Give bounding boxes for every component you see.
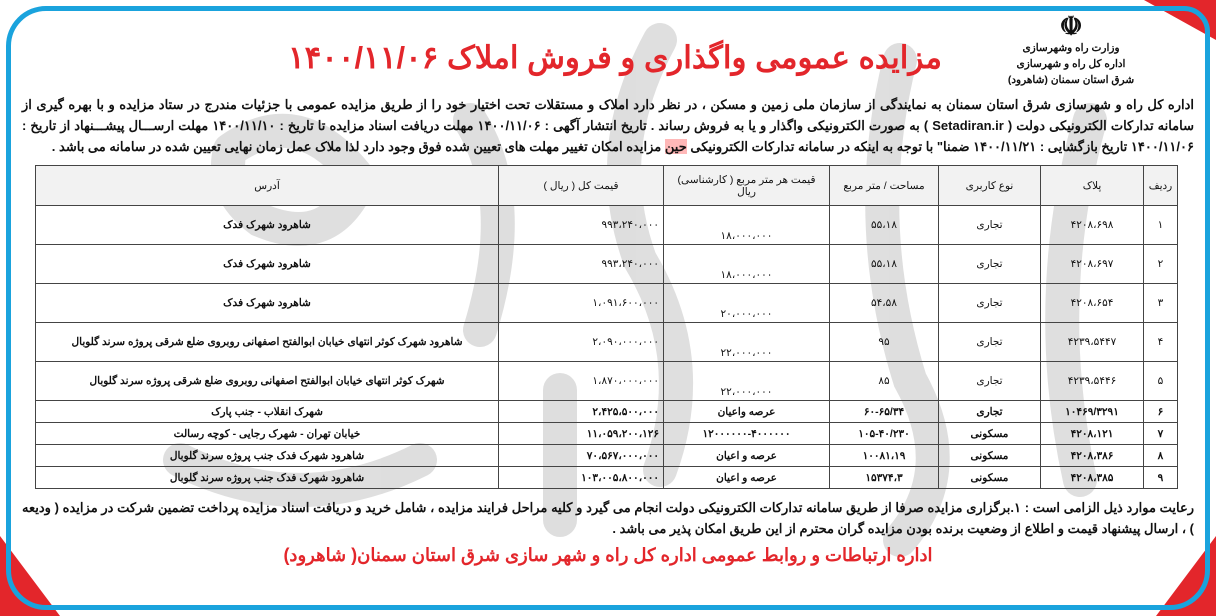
cell-row-number: ۳ — [1143, 283, 1178, 323]
cell-area: ۱۰۵-۴۰/۲۳۰ — [829, 422, 939, 445]
cell-unit-price: ۱۸،۰۰۰،۰۰۰ — [663, 205, 830, 245]
cell-row-number: ۷ — [1143, 422, 1178, 445]
table-row: ۳ ۴۲۰۸،۶۵۴ تجاری ۵۴،۵۸ ۲۰،۰۰۰،۰۰۰ ۱،۰۹۱،۶۰۰،۰… — [35, 283, 1178, 323]
cell-usage: تجاری — [938, 400, 1041, 423]
cell-plate: ۴۲۳۹،۵۴۴۶ — [1040, 361, 1144, 401]
cell-area: ۵۵،۱۸ — [829, 244, 939, 284]
cell-address: شهرک کوثر انتهای خیابان ابوالفتح اصفهانی… — [35, 361, 499, 401]
cell-unit-price: عرصه واعیان — [663, 400, 830, 423]
cell-area: ۵۴،۵۸ — [829, 283, 939, 323]
cell-usage: مسکونی — [938, 422, 1041, 445]
ad-title: مزایده عمومی واگذاری و فروش املاک ۱۴۰۰/۱… — [287, 40, 943, 75]
cell-unit-price: ۲۲،۰۰۰،۰۰۰ — [663, 361, 830, 401]
cell-usage: مسکونی — [938, 466, 1041, 489]
cell-unit-price: ۱۸،۰۰۰،۰۰۰ — [663, 244, 830, 284]
cell-usage: تجاری — [938, 244, 1041, 284]
cell-usage: تجاری — [938, 322, 1041, 362]
cell-plate: ۴۲۰۸،۳۸۶ — [1040, 444, 1144, 467]
cell-total-price: ۱۰۳،۰۰۵،۸۰۰،۰۰۰ — [498, 466, 664, 489]
ad-content: مزایده عمومی واگذاری و فروش املاک ۱۴۰۰/۱… — [22, 40, 1194, 565]
table-row: ۸ ۴۲۰۸،۳۸۶ مسکونی ۱۰۰۸۱،۱۹ عرصه و اعیان ۷۰،۵۶… — [35, 444, 1178, 467]
cell-row-number: ۵ — [1143, 361, 1178, 401]
cell-unit-price: عرصه و اعیان — [663, 444, 830, 467]
cell-total-price: ۱،۸۷۰،۰۰۰،۰۰۰ — [498, 361, 664, 401]
cell-area: ۵۵،۱۸ — [829, 205, 939, 245]
table-row: ۶ ۱۰۴۶۹/۳۲۹۱ تجاری ۶۰-۶۵/۳۴ عرصه واعیان ۲،۴۲۵… — [35, 400, 1178, 423]
cell-unit-price: ۲۲،۰۰۰،۰۰۰ — [663, 322, 830, 362]
cell-plate: ۱۰۴۶۹/۳۲۹۱ — [1040, 400, 1144, 423]
col-header-row-number: ردیف — [1143, 165, 1178, 206]
cell-address: شاهرود شهرک کوثر انتهای خیابان ابوالفتح … — [35, 322, 499, 362]
cell-row-number: ۶ — [1143, 400, 1178, 423]
cell-area: ۸۵ — [829, 361, 939, 401]
cell-area: ۱۰۰۸۱،۱۹ — [829, 444, 939, 467]
cell-total-price: ۲،۴۲۵،۵۰۰،۰۰۰ — [498, 400, 664, 423]
logo-line: وزارت راه وشهرسازی — [1022, 42, 1120, 54]
col-header-plate: پلاک — [1040, 165, 1144, 206]
logo-line: اداره کل راه و شهرسازی — [1016, 58, 1126, 70]
cell-usage: تجاری — [938, 283, 1041, 323]
cell-unit-price: ۱۲۰۰۰۰۰۰-۴۰۰۰۰۰۰ — [663, 422, 830, 445]
cell-usage: مسکونی — [938, 444, 1041, 467]
cell-total-price: ۲،۰۹۰،۰۰۰،۰۰۰ — [498, 322, 664, 362]
cell-plate: ۴۲۰۸،۶۹۸ — [1040, 205, 1144, 245]
col-header-total-price: قیمت کل ( ریال ) — [498, 165, 664, 206]
footer-signature: اداره ارتباطات و روابط عمومی اداره کل را… — [283, 545, 933, 565]
intro-text: اداره کل راه و شهرسازی شرق استان سمنان ب… — [22, 97, 1194, 154]
cell-row-number: ۴ — [1143, 322, 1178, 362]
cell-address: شاهرود شهرک فدک — [35, 205, 499, 245]
table-row: ۲ ۴۲۰۸،۶۹۷ تجاری ۵۵،۱۸ ۱۸،۰۰۰،۰۰۰ ۹۹۳،۲۴۰،۰۰۰… — [35, 244, 1178, 284]
table-row: ۱ ۴۲۰۸،۶۹۸ تجاری ۵۵،۱۸ ۱۸،۰۰۰،۰۰۰ ۹۹۳،۲۴۰،۰۰۰… — [35, 205, 1178, 245]
intro-text: مزایده امکان تغییر مهلت های تعیین شده فو… — [51, 139, 662, 154]
cell-area: ۶۰-۶۵/۳۴ — [829, 400, 939, 423]
cell-row-number: ۹ — [1143, 466, 1178, 489]
cell-row-number: ۲ — [1143, 244, 1178, 284]
ad-frame — [6, 6, 1210, 610]
cell-address: خیابان تهران - شهرک رجایی - کوچه رسالت — [35, 422, 499, 445]
cell-area: ۹۵ — [829, 322, 939, 362]
cell-row-number: ۸ — [1143, 444, 1178, 467]
footer-note: رعایت موارد ذیل الزامی است : ۱.برگزاری م… — [22, 500, 1194, 536]
cell-plate: ۴۲۳۹،۵۴۴۷ — [1040, 322, 1144, 362]
col-header-area: مساحت / متر مربع — [829, 165, 939, 206]
table-row: ۹ ۴۲۰۸،۳۸۵ مسکونی ۱۵۳۷۴،۳ عرصه و اعیان ۱۰۳،۰۰… — [35, 466, 1178, 489]
intro-paragraph: اداره کل راه و شهرسازی شرق استان سمنان ب… — [22, 94, 1194, 157]
cell-total-price: ۹۹۳،۲۴۰،۰۰۰ — [498, 205, 664, 245]
properties-table: ردیف پلاک نوع کاربری مساحت / متر مربع قی… — [35, 165, 1178, 489]
col-header-unit-price: قیمت هر متر مربع ( کارشناسی) ریال — [663, 165, 830, 206]
cell-plate: ۴۲۰۸،۳۸۵ — [1040, 466, 1144, 489]
cell-plate: ۴۲۰۸،۶۹۷ — [1040, 244, 1144, 284]
cell-plate: ۴۲۰۸،۶۵۴ — [1040, 283, 1144, 323]
table-row: ۵ ۴۲۳۹،۵۴۴۶ تجاری ۸۵ ۲۲،۰۰۰،۰۰۰ ۱،۸۷۰،۰۰۰،۰۰۰… — [35, 361, 1178, 401]
table-header-row: ردیف پلاک نوع کاربری مساحت / متر مربع قی… — [35, 165, 1178, 206]
col-header-usage: نوع کاربری — [938, 165, 1041, 206]
cell-unit-price: ۲۰،۰۰۰،۰۰۰ — [663, 283, 830, 323]
col-header-address: آدرس — [35, 165, 499, 206]
table-row: ۷ ۴۲۰۸،۱۲۱ مسکونی ۱۰۵-۴۰/۲۳۰ ۱۲۰۰۰۰۰۰-۴۰۰۰۰۰… — [35, 422, 1178, 445]
table-row: ۴ ۴۲۳۹،۵۴۴۷ تجاری ۹۵ ۲۲،۰۰۰،۰۰۰ ۲،۰۹۰،۰۰۰،۰۰۰… — [35, 322, 1178, 362]
cell-plate: ۴۲۰۸،۱۲۱ — [1040, 422, 1144, 445]
cell-usage: تجاری — [938, 205, 1041, 245]
cell-total-price: ۱،۰۹۱،۶۰۰،۰۰۰ — [498, 283, 664, 323]
logo-line: شرق استان سمنان (شاهرود) — [1007, 74, 1135, 86]
iran-emblem-icon: ☫ — [1059, 11, 1083, 41]
cell-address: شاهرود شهرک فدک جنب پروژه سرند گلوبال — [35, 444, 499, 467]
cell-address: شاهرود شهرک فدک — [35, 244, 499, 284]
cell-total-price: ۷۰،۵۶۷،۰۰۰،۰۰۰ — [498, 444, 664, 467]
cell-address: شاهرود شهرک فدک جنب پروژه سرند گلوبال — [35, 466, 499, 489]
cell-total-price: ۹۹۳،۲۴۰،۰۰۰ — [498, 244, 664, 284]
cell-usage: تجاری — [938, 361, 1041, 401]
cell-total-price: ۱۱،۰۵۹،۲۰۰،۱۲۶ — [498, 422, 664, 445]
cell-address: شاهرود شهرک فدک — [35, 283, 499, 323]
cell-address: شهرک انقلاب - جنب پارک — [35, 400, 499, 423]
cell-row-number: ۱ — [1143, 205, 1178, 245]
cell-area: ۱۵۳۷۴،۳ — [829, 466, 939, 489]
intro-highlight: حین — [664, 139, 687, 154]
cell-unit-price: عرصه و اعیان — [663, 466, 830, 489]
ministry-logo: ☫ وزارت راه وشهرسازی اداره کل راه و شهرس… — [996, 12, 1146, 88]
